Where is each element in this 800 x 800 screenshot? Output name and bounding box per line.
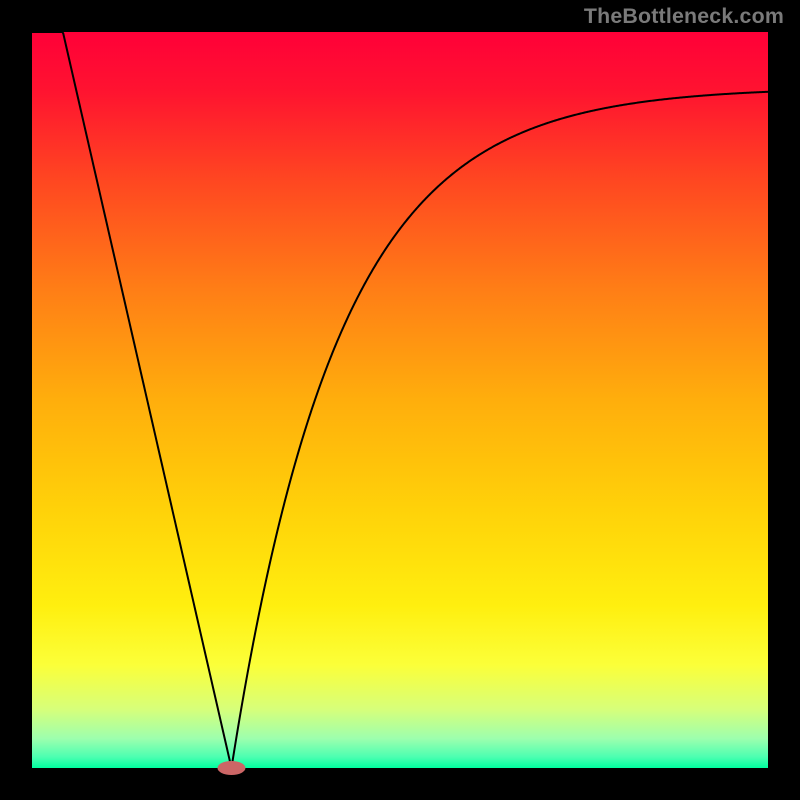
optimal-marker [217, 761, 245, 775]
plot-background [32, 32, 768, 768]
chart-stage: TheBottleneck.com [0, 0, 800, 800]
chart-svg [0, 0, 800, 800]
watermark-text: TheBottleneck.com [584, 4, 784, 29]
